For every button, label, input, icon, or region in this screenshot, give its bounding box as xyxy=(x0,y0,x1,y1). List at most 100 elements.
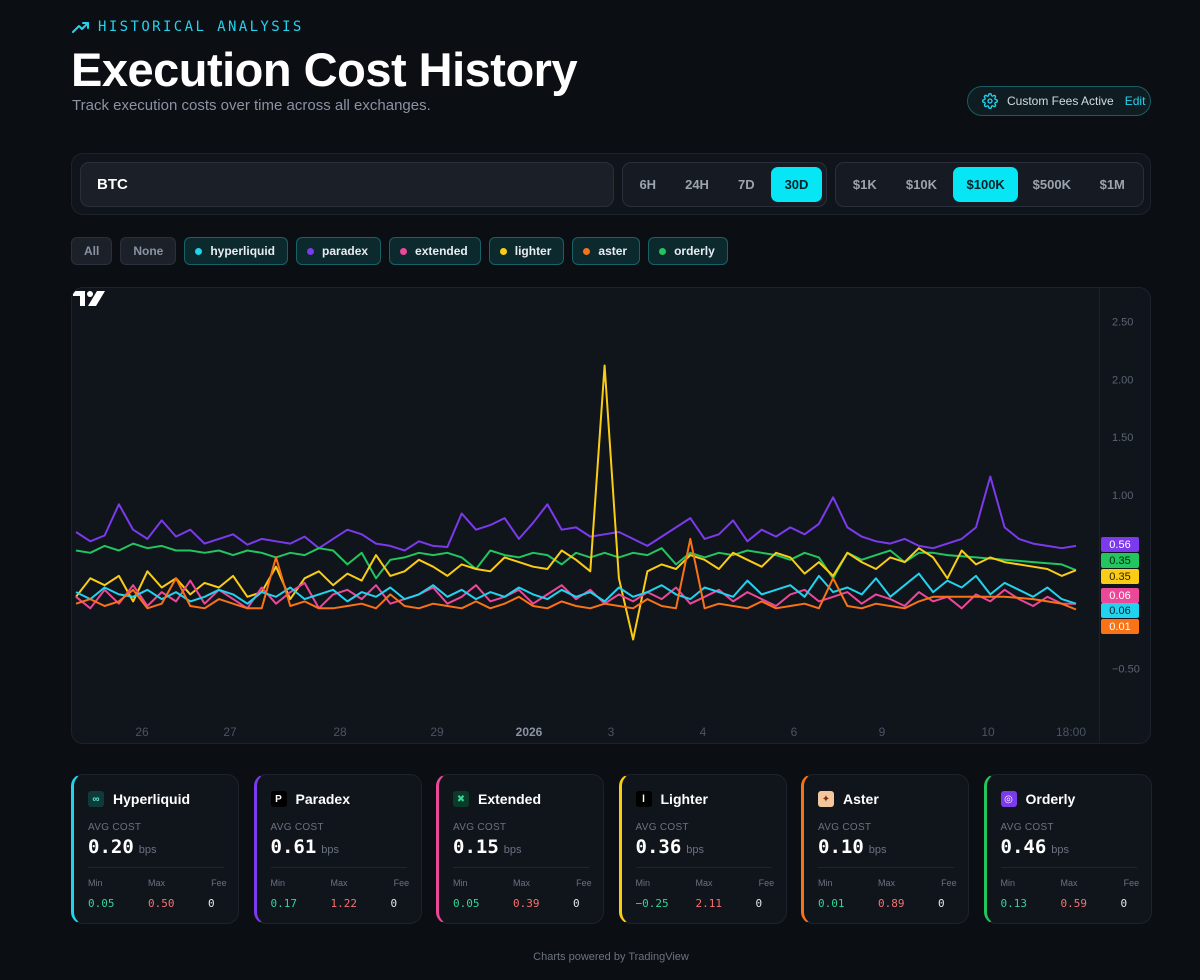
page-subtitle: Track execution costs over time across a… xyxy=(72,97,431,114)
avg-cost: 0.15 bps xyxy=(453,836,589,858)
min-label: Min xyxy=(635,878,651,888)
filter-chip-extended[interactable]: extended xyxy=(389,237,481,265)
tradingview-logo-icon[interactable] xyxy=(72,288,106,308)
last-value-label: 0.06 xyxy=(1101,588,1139,603)
price-axis-divider xyxy=(1099,288,1100,743)
x-axis-tick-label: 6 xyxy=(791,725,798,739)
filter-chip-label: aster xyxy=(598,244,628,258)
fee-label: Fee xyxy=(1123,878,1140,888)
trending-up-icon xyxy=(72,22,89,33)
series-line-aster[interactable] xyxy=(75,537,1077,611)
exchange-card-aster[interactable]: ✦ Aster AVG COST 0.10 bps Min Max Fee 0.01 0.89 0 xyxy=(801,774,969,924)
color-dot-icon xyxy=(400,247,408,255)
paradex-logo-icon: P xyxy=(270,791,287,807)
fee-value: 0 xyxy=(938,897,945,910)
filter-chip-hyperliquid[interactable]: hyperliquid xyxy=(184,237,289,265)
card-header: ∞ Hyperliquid xyxy=(88,789,224,809)
cost-history-chart[interactable]: 2.50 2.00 1.50 1.00 −0.50 26 27 28 29 2026 3 4 6 9 10 1… xyxy=(71,287,1151,744)
avg-cost-label: AVG COST xyxy=(88,822,142,833)
avg-cost: 0.36 bps xyxy=(636,836,772,858)
min-value: 0.17 xyxy=(270,897,298,910)
filter-chip-lighter[interactable]: lighter xyxy=(488,237,565,265)
filter-none-button[interactable]: None xyxy=(120,237,177,265)
card-stats: Min Max Fee 0.05 0.50 0 xyxy=(88,878,227,910)
time-range-6h[interactable]: 6H xyxy=(639,177,657,192)
color-dot-icon xyxy=(499,247,507,255)
time-range-selector: 6H 24H 7D 30D xyxy=(622,162,827,207)
x-axis-tick-label: 27 xyxy=(223,725,237,739)
last-value-label: 0.06 xyxy=(1101,603,1139,618)
avg-cost-label: AVG COST xyxy=(453,822,507,833)
card-exchange-name: Lighter xyxy=(660,791,708,807)
last-value-badge xyxy=(1101,569,1139,584)
fee-value: 0 xyxy=(755,897,763,910)
min-label: Min xyxy=(270,878,286,888)
card-divider xyxy=(270,867,407,868)
order-size-100k[interactable]: $100K xyxy=(953,167,1019,202)
max-label: Max xyxy=(695,878,713,888)
filter-chip-paradex[interactable]: paradex xyxy=(296,237,382,265)
filter-chip-aster[interactable]: aster xyxy=(572,237,641,265)
fee-label: Fee xyxy=(211,878,227,888)
last-value-label: 0.35 xyxy=(1101,553,1139,568)
avg-cost-unit: bps xyxy=(686,844,705,856)
series-line-extended[interactable] xyxy=(75,579,1076,610)
max-label: Max xyxy=(148,878,166,888)
y-axis-tick-label: 2.50 xyxy=(1112,317,1133,329)
max-value: 0.50 xyxy=(148,897,175,910)
chart-canvas[interactable]: 2.50 2.00 1.50 1.00 −0.50 26 27 28 29 2026 3 4 6 9 10 1… xyxy=(72,288,1151,744)
filter-chip-label: extended xyxy=(415,244,468,258)
last-value-label: 0.35 xyxy=(1101,569,1139,584)
y-axis-tick-label: −0.50 xyxy=(1112,663,1140,675)
card-stats: Min Max Fee 0.05 0.39 0 xyxy=(453,878,592,910)
avg-cost-value: 0.36 xyxy=(635,836,682,858)
fee-label: Fee xyxy=(393,878,410,888)
time-range-30d[interactable]: 30D xyxy=(771,167,822,202)
exchange-card-extended[interactable]: ✖ Extended AVG COST 0.15 bps Min Max Fee 0.05 0.3… xyxy=(436,774,604,924)
card-exchange-name: Orderly xyxy=(1025,791,1076,807)
min-value: 0.13 xyxy=(1000,897,1028,910)
order-size-500k[interactable]: $500K xyxy=(1032,177,1071,192)
exchange-card-paradex[interactable]: P Paradex AVG COST 0.61 bps Min Max Fee 0.17 1.22… xyxy=(253,774,422,924)
color-dot-icon xyxy=(583,247,591,255)
exchange-card-lighter[interactable]: l Lighter AVG COST 0.36 bps Min Max Fee −0.25 2.1… xyxy=(618,774,787,924)
edit-fees-link[interactable]: Edit xyxy=(1124,94,1146,108)
custom-fees-pill[interactable]: Custom Fees Active Edit xyxy=(967,86,1151,116)
card-divider xyxy=(635,867,772,868)
avg-cost-value: 0.20 xyxy=(88,836,134,858)
x-axis-tick-label: 10 xyxy=(981,725,995,739)
order-size-10k[interactable]: $10K xyxy=(905,177,937,192)
last-value-text: 0.06 xyxy=(1109,590,1130,602)
min-label: Min xyxy=(818,878,833,888)
series-line-paradex[interactable] xyxy=(75,475,1077,552)
order-size-1m[interactable]: $1M xyxy=(1099,177,1125,192)
last-value-text: 0.01 xyxy=(1109,621,1130,633)
exchange-card-hyperliquid[interactable]: ∞ Hyperliquid AVG COST 0.20 bps Min Max Fee 0.05… xyxy=(71,774,239,924)
footer-attribution[interactable]: Charts powered by TradingView xyxy=(533,951,689,963)
exchange-card-orderly[interactable]: ◎ Orderly AVG COST 0.46 bps Min Max Fee 0.13 0.59… xyxy=(983,774,1152,924)
card-exchange-name: Aster xyxy=(843,791,879,807)
avg-cost-label: AVG COST xyxy=(270,822,324,833)
avg-cost-unit: bps xyxy=(868,844,887,856)
avg-cost: 0.61 bps xyxy=(271,836,407,858)
last-value-badge xyxy=(1101,619,1139,634)
filter-chip-orderly[interactable]: orderly xyxy=(648,237,728,265)
series-line-orderly[interactable] xyxy=(75,542,1077,580)
x-axis-tick-label: 26 xyxy=(135,725,149,739)
section-eyebrow: HISTORICAL ANALYSIS xyxy=(72,19,304,35)
filter-all-button[interactable]: All xyxy=(71,237,113,265)
last-value-badge xyxy=(1101,553,1139,568)
max-value: 1.22 xyxy=(330,897,358,910)
series-line-lighter[interactable] xyxy=(75,364,1077,641)
avg-cost-value: 0.15 xyxy=(453,836,499,858)
series-line-hyperliquid[interactable] xyxy=(75,572,1077,605)
min-label: Min xyxy=(88,878,103,888)
last-value-text: 0.35 xyxy=(1109,555,1130,567)
avg-cost-unit: bps xyxy=(1051,844,1070,856)
x-axis-tick-label: 4 xyxy=(700,725,707,739)
y-axis-tick-label: 1.00 xyxy=(1112,490,1133,502)
time-range-24h[interactable]: 24H xyxy=(685,177,709,192)
time-range-7d[interactable]: 7D xyxy=(737,177,755,192)
asset-selector[interactable]: BTC xyxy=(80,162,614,207)
order-size-1k[interactable]: $1K xyxy=(852,177,877,192)
